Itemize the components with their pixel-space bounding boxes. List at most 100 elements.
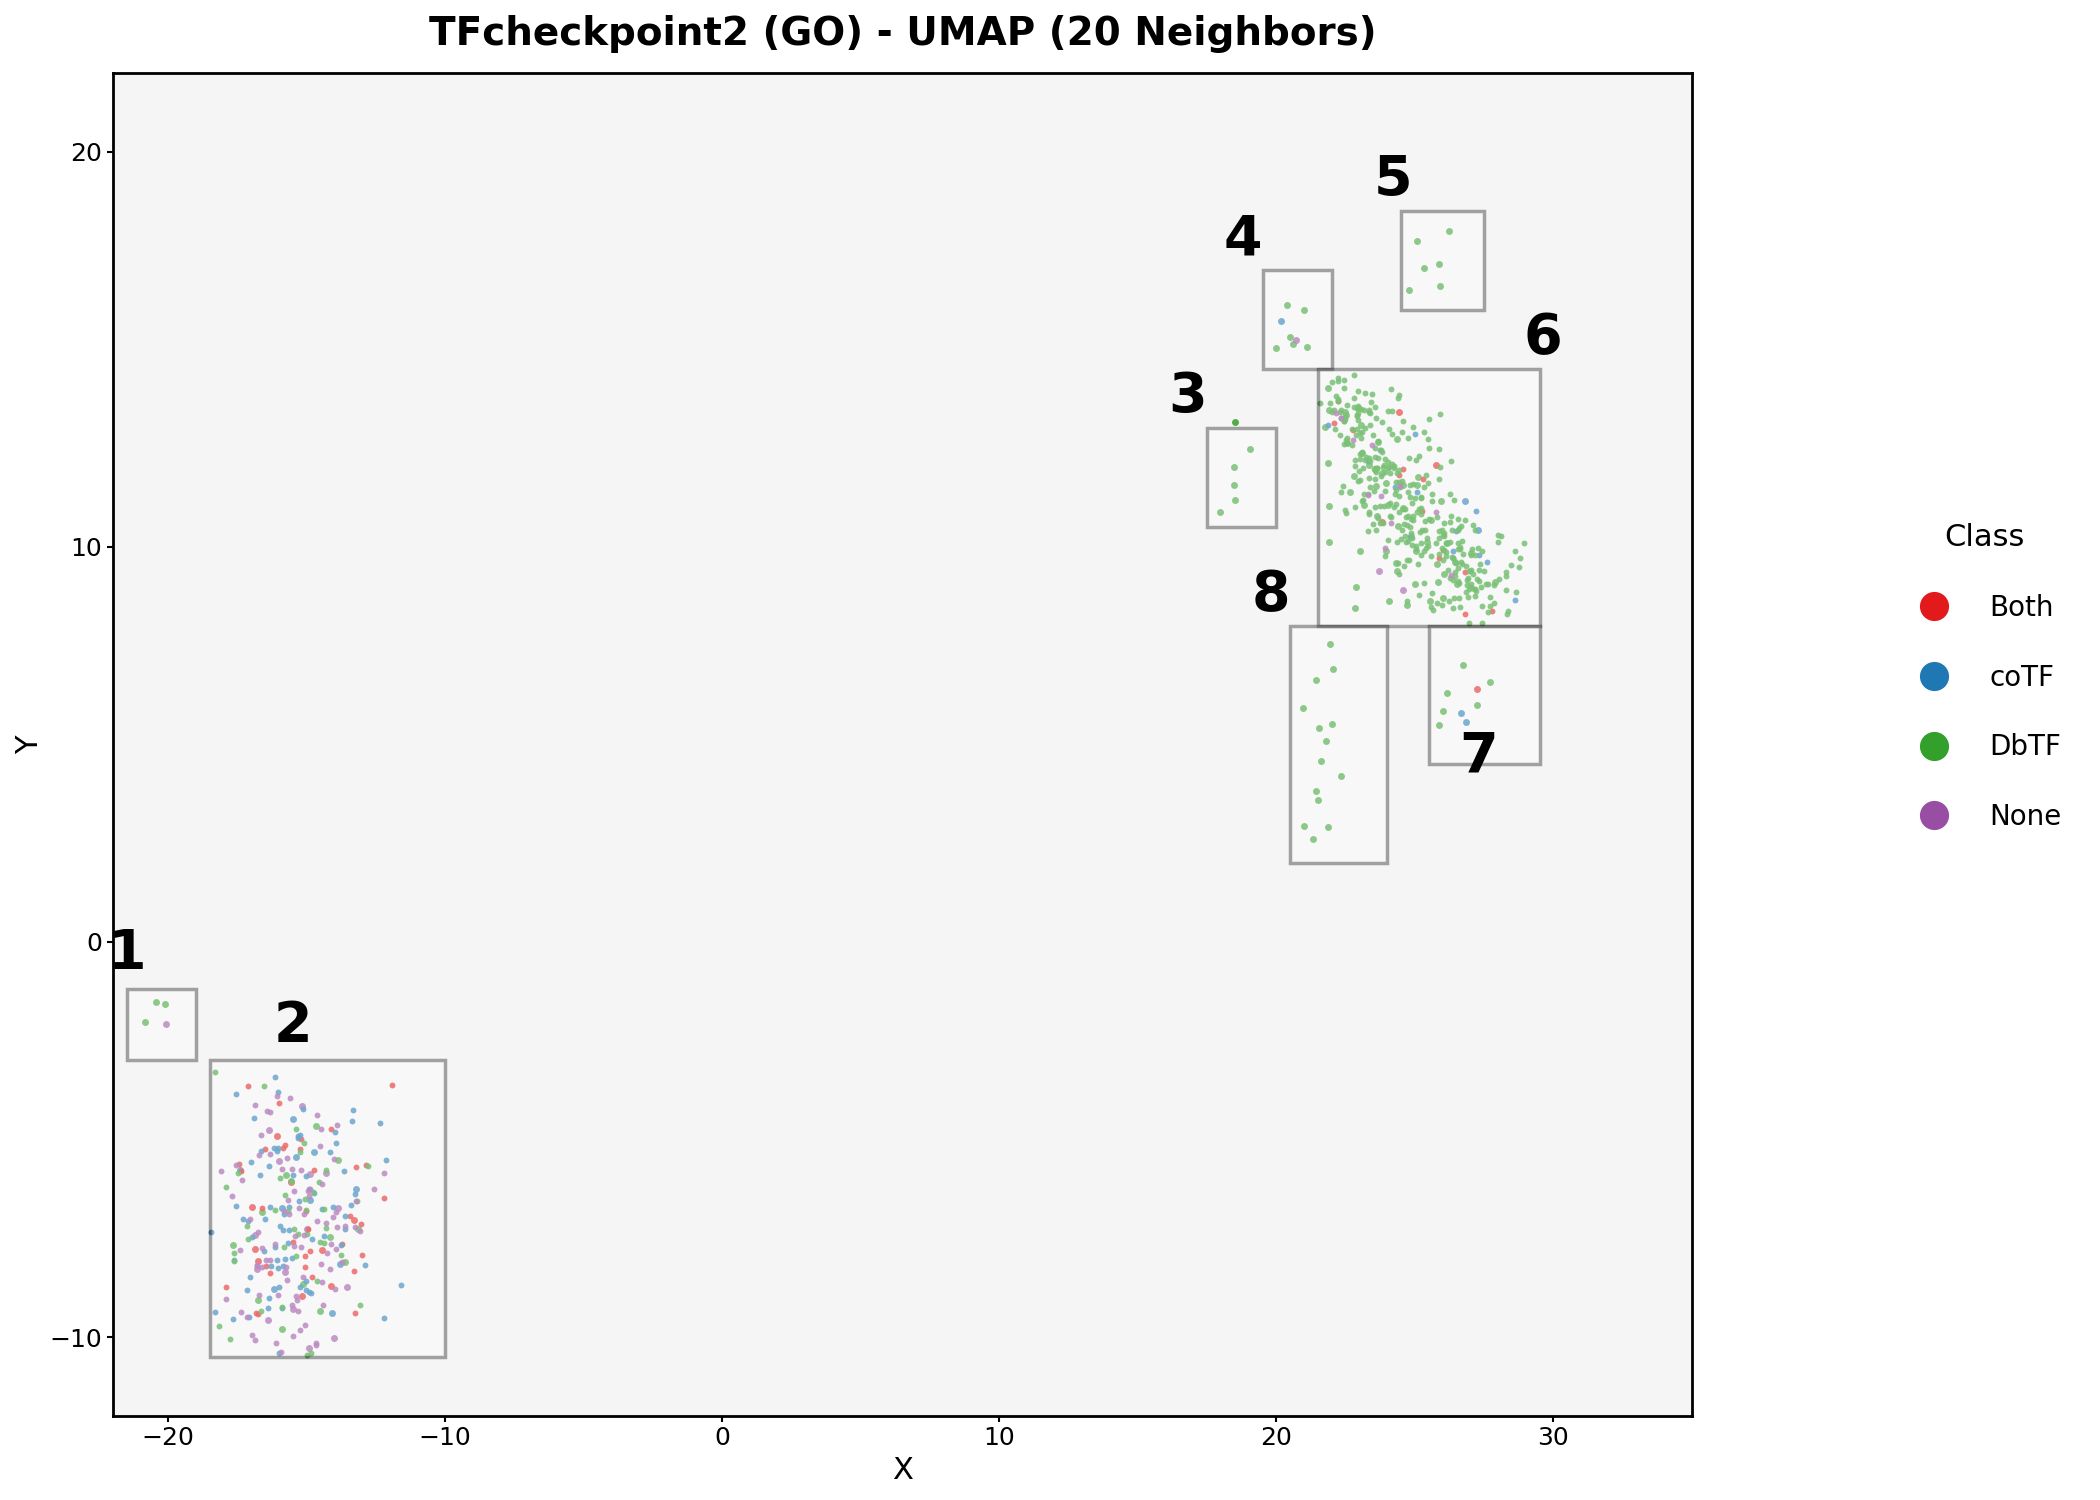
Point <box>288 1186 321 1210</box>
Point <box>1441 518 1474 542</box>
Point <box>271 1232 304 1256</box>
Point <box>267 1218 300 1242</box>
Point <box>298 1332 332 1356</box>
Point <box>1485 524 1518 548</box>
Point <box>1405 543 1439 567</box>
Point <box>1449 554 1483 578</box>
Point <box>262 1166 296 1190</box>
Point <box>260 1284 294 1308</box>
Point <box>1376 422 1409 446</box>
Point <box>340 1176 374 1200</box>
Point <box>296 1179 330 1203</box>
Point <box>1327 369 1361 393</box>
Point <box>1363 560 1397 584</box>
Bar <box>1428 626 1539 764</box>
Point <box>267 1254 300 1278</box>
Point <box>258 1232 292 1256</box>
Point <box>1203 500 1237 523</box>
Point <box>1422 712 1455 736</box>
Point <box>214 1185 248 1209</box>
Point <box>254 1196 288 1219</box>
Point <box>139 990 172 1014</box>
Point <box>1390 590 1424 613</box>
Point <box>1462 558 1495 582</box>
Point <box>1300 778 1334 802</box>
Point <box>1424 454 1457 478</box>
Point <box>328 1216 361 1240</box>
Point <box>1357 512 1390 536</box>
Point <box>292 1336 326 1360</box>
Point <box>275 1168 309 1192</box>
Point <box>1342 420 1376 444</box>
Point <box>265 1296 298 1320</box>
Point <box>1403 582 1436 606</box>
Point <box>1371 456 1405 480</box>
Point <box>1363 438 1397 462</box>
Point <box>248 1074 281 1098</box>
Point <box>328 1204 361 1228</box>
Point <box>233 1208 267 1231</box>
Point <box>1451 560 1485 584</box>
Point <box>338 1188 372 1212</box>
Point <box>315 1232 349 1256</box>
Point <box>1443 586 1476 610</box>
Point <box>260 1136 294 1160</box>
Point <box>319 1131 353 1155</box>
Point <box>1453 578 1487 602</box>
Point <box>1380 492 1413 516</box>
Point <box>1430 681 1464 705</box>
Point <box>1342 378 1376 402</box>
Title: TFcheckpoint2 (GO) - UMAP (20 Neighbors): TFcheckpoint2 (GO) - UMAP (20 Neighbors) <box>428 15 1376 52</box>
Point <box>237 1107 271 1131</box>
Point <box>290 1198 323 1222</box>
Point <box>321 1113 355 1137</box>
Point <box>1474 670 1508 694</box>
Point <box>1460 693 1493 717</box>
Point <box>376 1072 410 1096</box>
Point <box>1392 548 1426 572</box>
Point <box>281 1124 315 1148</box>
Point <box>1365 464 1399 488</box>
Point <box>1426 585 1460 609</box>
Point <box>1233 436 1266 460</box>
Point <box>1367 454 1401 478</box>
Point <box>1315 369 1348 393</box>
Point <box>307 1224 340 1248</box>
Point <box>338 1215 372 1239</box>
Point <box>1386 472 1420 496</box>
Point <box>248 1208 281 1231</box>
Point <box>307 1232 340 1256</box>
Point <box>1321 387 1355 411</box>
Point <box>1359 446 1392 470</box>
Point <box>1460 676 1493 700</box>
Text: 7: 7 <box>1460 730 1497 784</box>
Point <box>1441 507 1474 531</box>
Point <box>1386 518 1420 542</box>
Point <box>321 1149 355 1173</box>
Point <box>1441 568 1474 592</box>
Point <box>252 1286 286 1310</box>
Point <box>1380 460 1413 484</box>
Point <box>294 1178 328 1202</box>
Point <box>1438 586 1472 610</box>
Point <box>296 1264 330 1288</box>
Point <box>250 1308 284 1332</box>
Point <box>1451 566 1485 590</box>
Point <box>1352 453 1386 477</box>
Point <box>300 1114 334 1138</box>
Point <box>284 1158 317 1182</box>
Point <box>1361 506 1394 530</box>
Point <box>284 1234 317 1258</box>
Point <box>1436 518 1470 542</box>
Point <box>1371 528 1405 552</box>
Point <box>290 1197 323 1221</box>
Point <box>1445 528 1478 552</box>
Point <box>1460 567 1493 591</box>
Point <box>1340 417 1373 441</box>
Point <box>294 1341 328 1365</box>
Point <box>338 1260 372 1284</box>
Bar <box>1208 429 1277 526</box>
Point <box>315 1204 349 1228</box>
Point <box>292 1239 326 1263</box>
Point <box>1411 534 1445 558</box>
